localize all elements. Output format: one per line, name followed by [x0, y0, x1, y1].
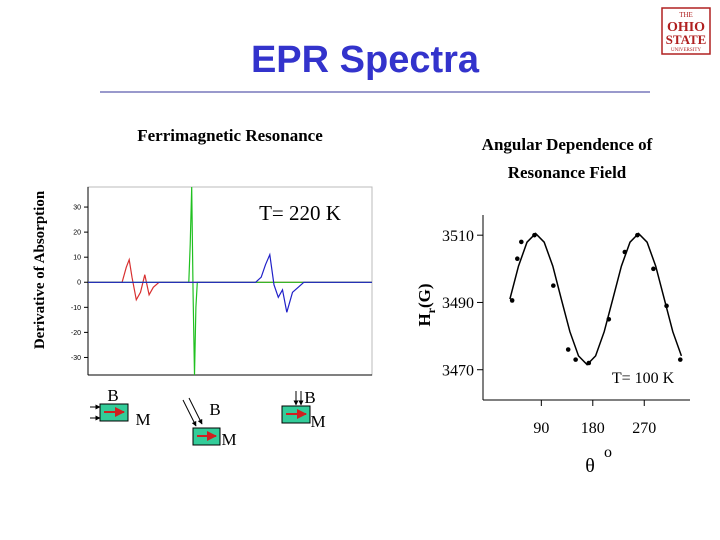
diagram-label: M: [135, 410, 150, 429]
y-tick-label: 10: [73, 255, 81, 262]
y-tick-label: 3470: [442, 362, 474, 379]
data-point: [573, 357, 578, 362]
logo-text: STATE: [666, 32, 707, 47]
diagram: B M: [182, 397, 237, 449]
diagram: B M: [90, 386, 151, 429]
y-axis-label-part: H: [415, 313, 434, 326]
chart-title: Ferrimagnetic Resonance: [137, 126, 323, 145]
y-axis-label: Hr(G): [415, 283, 438, 326]
data-point: [565, 347, 571, 352]
data-point: [651, 266, 656, 272]
y-tick-label: 3510: [442, 228, 474, 245]
logo-box: [661, 7, 711, 55]
y-tick-label: -20: [71, 330, 81, 337]
annotation: T= 220 K: [259, 201, 341, 225]
y-tick-label: 20: [73, 230, 81, 237]
diagram-label: B: [304, 388, 315, 407]
annotation: T= 100 K: [612, 370, 675, 387]
x-tick-label: 270: [632, 420, 656, 437]
diagram: B M: [281, 388, 326, 431]
logo-text: UNIVERSITY: [671, 48, 701, 53]
data-point: [677, 357, 683, 362]
x-tick-label: 90: [533, 420, 549, 437]
b-arrow: [182, 399, 197, 427]
y-axis-label-part: (G): [415, 283, 434, 308]
data-line: [509, 232, 683, 366]
data-line: [88, 257, 372, 302]
data-line: [88, 186, 372, 376]
chart-title: Resonance Field: [508, 163, 627, 182]
y-tick-label: 0: [77, 280, 81, 287]
data-line: [88, 252, 372, 313]
logo-text: OHIO: [667, 20, 705, 35]
y-axis-label: Derivative of Absorption: [32, 190, 48, 349]
y-tick-label: -10: [71, 305, 81, 312]
chart-title: Angular Dependence of: [482, 135, 653, 154]
b-arrow: [188, 397, 203, 425]
y-tick-label: 30: [73, 205, 81, 212]
y-axis-label-sub: r: [424, 307, 438, 313]
data-point: [519, 239, 524, 245]
logo: THE OHIO STATE UNIVERSITY: [661, 7, 711, 55]
x-axis-label-sup: o: [604, 444, 612, 461]
slide-title: EPR Spectra: [251, 39, 480, 81]
data-point: [551, 283, 556, 288]
y-tick-label: -30: [71, 355, 81, 362]
x-tick-label: 180: [581, 420, 605, 437]
data-point: [515, 256, 520, 262]
logo-text: THE: [679, 11, 693, 19]
diagram-label: B: [107, 386, 118, 405]
data-point: [509, 298, 515, 303]
diagram-label: B: [209, 400, 220, 419]
diagram-label: M: [310, 412, 325, 431]
x-axis-label: θ: [585, 455, 595, 477]
y-tick-label: 3490: [442, 295, 474, 312]
diagram-label: M: [221, 430, 236, 449]
